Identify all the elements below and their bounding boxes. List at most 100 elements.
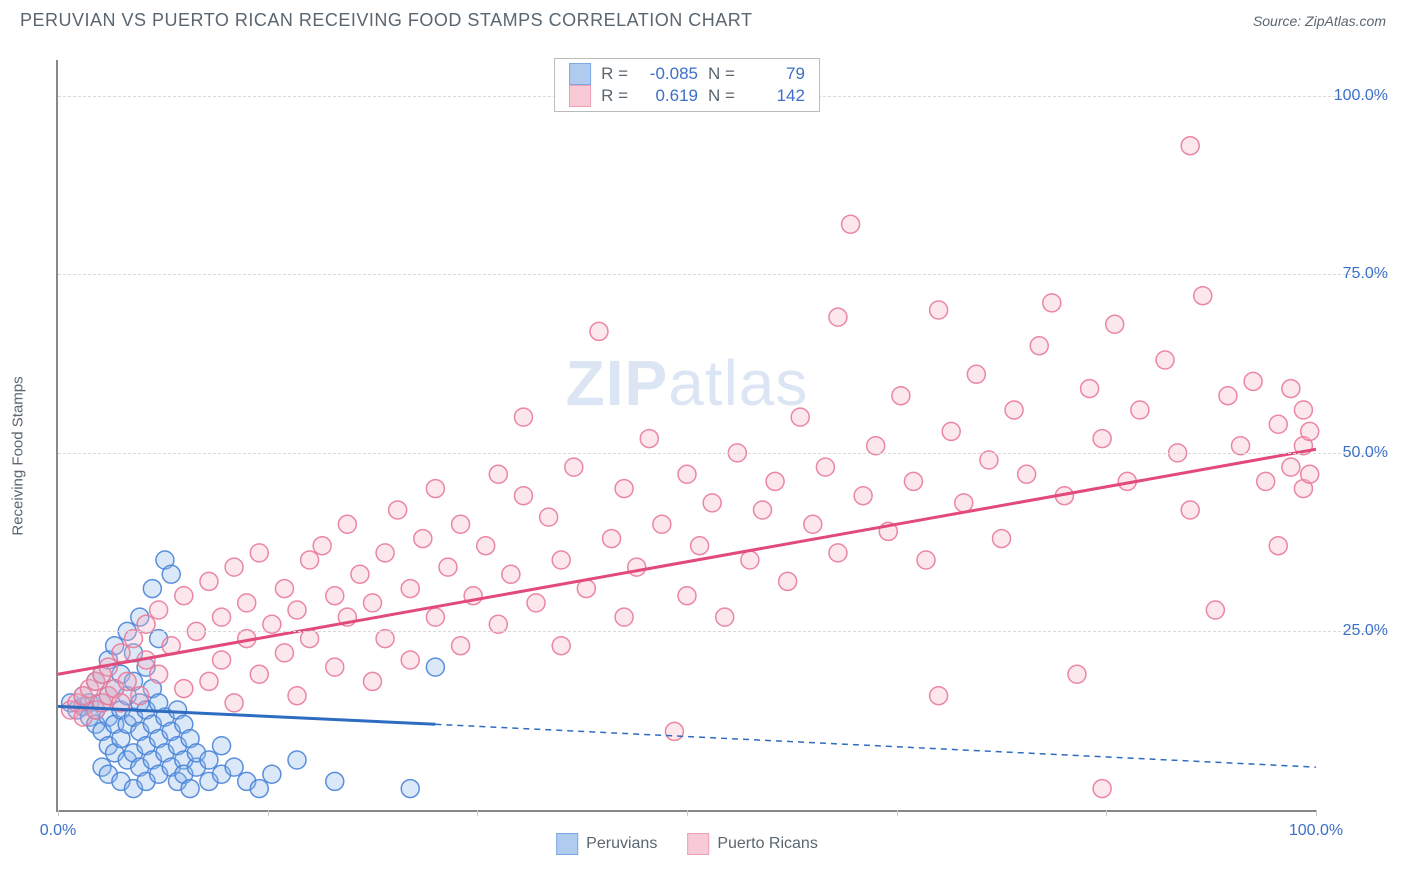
data-point xyxy=(955,494,973,512)
legend-item-1: Peruvians xyxy=(556,833,657,855)
plot-area: ZIPatlas R = -0.085 N = 79 R = 0.619 N =… xyxy=(56,60,1316,812)
data-point xyxy=(1043,294,1061,312)
stats-row-series-2: R = 0.619 N = 142 xyxy=(569,85,805,107)
n-label: N = xyxy=(708,64,735,84)
data-point xyxy=(917,551,935,569)
data-point xyxy=(741,551,759,569)
x-axis-min-label: 0.0% xyxy=(40,822,76,840)
data-point xyxy=(1294,401,1312,419)
data-point xyxy=(540,508,558,526)
data-point xyxy=(514,408,532,426)
data-point xyxy=(326,587,344,605)
data-point xyxy=(112,644,130,662)
data-point xyxy=(376,544,394,562)
data-point xyxy=(250,544,268,562)
data-point xyxy=(401,651,419,669)
stats-row-series-1: R = -0.085 N = 79 xyxy=(569,63,805,85)
data-point xyxy=(502,565,520,583)
data-point xyxy=(401,780,419,798)
data-point xyxy=(200,751,218,769)
data-point xyxy=(162,565,180,583)
data-point xyxy=(1257,472,1275,490)
data-point xyxy=(527,594,545,612)
y-tick-label: 100.0% xyxy=(1323,87,1388,105)
data-point xyxy=(1093,780,1111,798)
data-point xyxy=(628,558,646,576)
r-value-2: 0.619 xyxy=(638,86,698,106)
data-point xyxy=(552,551,570,569)
swatch-series-1 xyxy=(569,63,591,85)
data-point xyxy=(892,387,910,405)
data-point xyxy=(615,480,633,498)
data-point xyxy=(552,637,570,655)
data-point xyxy=(1269,415,1287,433)
data-point xyxy=(150,665,168,683)
data-point xyxy=(653,515,671,533)
data-point xyxy=(942,422,960,440)
data-point xyxy=(238,594,256,612)
data-point xyxy=(766,472,784,490)
legend-label-1: Peruvians xyxy=(586,835,657,853)
data-point xyxy=(213,608,231,626)
data-point xyxy=(150,601,168,619)
data-point xyxy=(779,572,797,590)
data-point xyxy=(275,580,293,598)
data-point xyxy=(1206,601,1224,619)
correlation-stats-box: R = -0.085 N = 79 R = 0.619 N = 142 xyxy=(554,58,820,112)
data-point xyxy=(1181,501,1199,519)
data-point xyxy=(118,672,136,690)
data-point xyxy=(288,751,306,769)
data-point xyxy=(263,765,281,783)
data-point xyxy=(452,515,470,533)
data-point xyxy=(1005,401,1023,419)
data-point xyxy=(993,530,1011,548)
data-point xyxy=(452,637,470,655)
data-point xyxy=(1131,401,1149,419)
data-point xyxy=(175,587,193,605)
data-point xyxy=(678,465,696,483)
data-point xyxy=(829,308,847,326)
data-point xyxy=(426,608,444,626)
header-bar: PERUVIAN VS PUERTO RICAN RECEIVING FOOD … xyxy=(0,0,1406,31)
data-point xyxy=(414,530,432,548)
data-point xyxy=(131,687,149,705)
data-point xyxy=(1093,430,1111,448)
data-point xyxy=(1106,315,1124,333)
source-name: ZipAtlas.com xyxy=(1305,13,1386,29)
data-point xyxy=(143,580,161,598)
legend-item-2: Puerto Ricans xyxy=(687,833,818,855)
data-point xyxy=(829,544,847,562)
data-point xyxy=(603,530,621,548)
chart-title: PERUVIAN VS PUERTO RICAN RECEIVING FOOD … xyxy=(20,10,752,31)
data-point xyxy=(854,487,872,505)
data-point xyxy=(225,558,243,576)
data-point xyxy=(326,658,344,676)
data-point xyxy=(301,551,319,569)
data-point xyxy=(1030,337,1048,355)
data-point xyxy=(691,537,709,555)
data-point xyxy=(489,465,507,483)
data-point xyxy=(930,687,948,705)
data-point xyxy=(1081,380,1099,398)
data-point xyxy=(250,780,268,798)
data-point xyxy=(804,515,822,533)
x-axis-max-label: 100.0% xyxy=(1289,822,1343,840)
data-point xyxy=(213,737,231,755)
data-point xyxy=(967,365,985,383)
n-value-2: 142 xyxy=(745,86,805,106)
trend-line-extrapolated xyxy=(435,724,1316,767)
data-point xyxy=(426,480,444,498)
data-point xyxy=(200,572,218,590)
data-point xyxy=(439,558,457,576)
data-point xyxy=(213,651,231,669)
data-point xyxy=(338,515,356,533)
data-point xyxy=(200,672,218,690)
data-point xyxy=(288,601,306,619)
data-point xyxy=(1194,287,1212,305)
data-point xyxy=(904,472,922,490)
legend-swatch-2 xyxy=(687,833,709,855)
source-credit: Source: ZipAtlas.com xyxy=(1253,13,1386,29)
y-tick-label: 25.0% xyxy=(1323,622,1388,640)
swatch-series-2 xyxy=(569,85,591,107)
data-point xyxy=(665,722,683,740)
